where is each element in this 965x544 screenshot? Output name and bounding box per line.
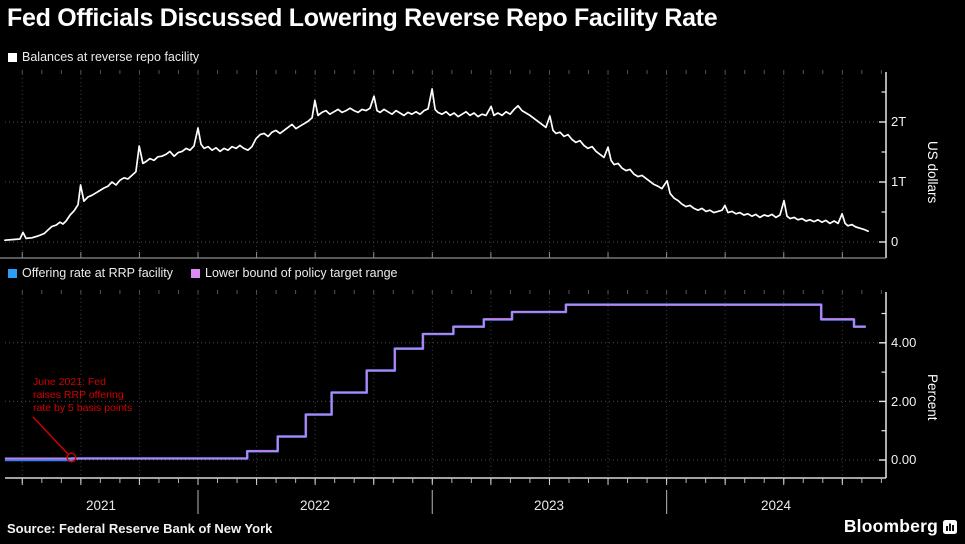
legend-label-offering-rate: Offering rate at RRP facility <box>22 266 173 280</box>
legend-balances: Balances at reverse repo facility <box>8 50 217 64</box>
bloomberg-logo-icon <box>943 519 957 534</box>
y-tick-2T: 2T <box>891 114 907 129</box>
x-tick-2023: 2023 <box>533 498 565 513</box>
y-tick-0-pct: 0.00 <box>891 452 917 467</box>
rates-step-chart <box>4 290 887 514</box>
balances-line-chart <box>0 70 887 259</box>
violet-series-swatch-icon <box>191 268 200 278</box>
y-tick-1T: 1T <box>891 174 907 189</box>
annotation-line-1: June 2021: Fed <box>33 376 106 388</box>
y-axis-title-us-dollars: US dollars <box>925 141 940 204</box>
x-tick-2024: 2024 <box>760 498 792 513</box>
legend-rates: Offering rate at RRP facility Lower boun… <box>8 266 416 280</box>
y-tick-2: 2.00 <box>891 394 917 409</box>
x-tick-2022: 2022 <box>299 498 331 513</box>
legend-item-balances: Balances at reverse repo facility <box>8 50 199 64</box>
bloomberg-brand: Bloomberg <box>844 516 957 537</box>
y-tick-4: 4.00 <box>891 335 917 350</box>
y-axis-title-percent: Percent <box>925 373 940 421</box>
annotation-line-3: rate by 5 basis points <box>33 402 133 414</box>
legend-item-lower-bound: Lower bound of policy target range <box>191 266 398 280</box>
blue-series-swatch-icon <box>8 268 17 278</box>
annotation-june-2021: June 2021: Fed raises RRP offering rate … <box>33 376 132 415</box>
legend-label-lower-bound: Lower bound of policy target range <box>205 266 398 280</box>
white-series-swatch-icon <box>8 52 17 62</box>
y-tick-0: 0 <box>891 234 899 249</box>
legend-label-balances: Balances at reverse repo facility <box>22 50 200 64</box>
annotation-line-2: raises RRP offering <box>33 389 124 401</box>
x-tick-2021: 2021 <box>85 498 117 513</box>
page-title: Fed Officials Discussed Lowering Reverse… <box>7 4 718 32</box>
bloomberg-wordmark: Bloomberg <box>843 516 938 536</box>
source-note: Source: Federal Reserve Bank of New York <box>7 521 273 536</box>
legend-item-offering-rate: Offering rate at RRP facility <box>8 266 173 280</box>
